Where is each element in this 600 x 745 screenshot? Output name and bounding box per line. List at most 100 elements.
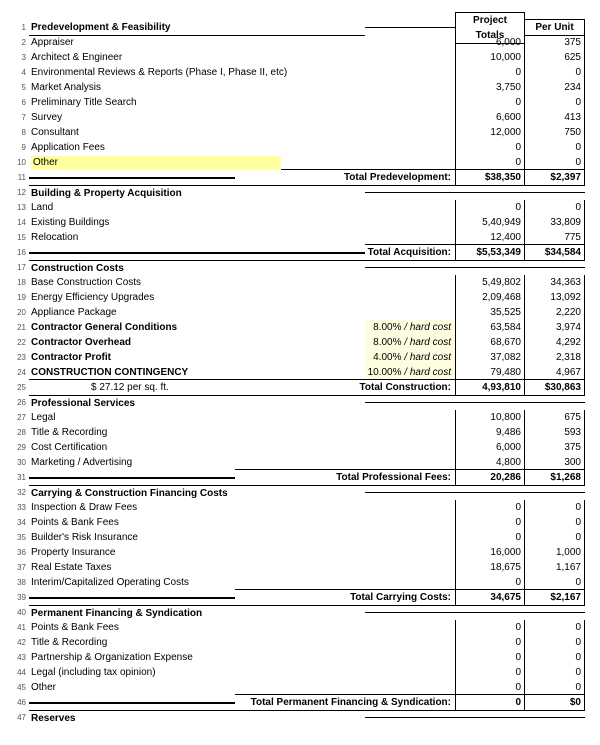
cell-perunit: 0 <box>525 65 585 80</box>
table-row: 8Consultant12,000750 <box>15 125 585 140</box>
cell-totals: 3,750 <box>455 80 525 95</box>
table-row: 37Real Estate Taxes18,6751,167 <box>15 560 585 575</box>
cell-perunit: 413 <box>525 110 585 125</box>
table-row: 28Title & Recording9,486593 <box>15 425 585 440</box>
cell-perunit: 2,220 <box>525 305 585 320</box>
table-row: 46Total Permanent Financing & Syndicatio… <box>15 695 585 710</box>
table-row: 15Relocation12,400775 <box>15 230 585 245</box>
cell-totals: 0 <box>455 155 525 170</box>
table-row: 20Appliance Package35,5252,220 <box>15 305 585 320</box>
cell-totals: 68,670 <box>455 335 525 350</box>
table-row: 40Permanent Financing & Syndication <box>15 605 585 620</box>
cell-totals: 16,000 <box>455 545 525 560</box>
cell-perunit: 1,000 <box>525 545 585 560</box>
total-value: $5,53,349 <box>455 244 525 261</box>
cell-perunit: 0 <box>525 95 585 110</box>
cell-perunit: 0 <box>525 500 585 515</box>
table-row: 24CONSTRUCTION CONTINGENCY10.00% / hard … <box>15 365 585 380</box>
total-perunit: $1,268 <box>525 469 585 486</box>
cell-totals: 0 <box>455 635 525 650</box>
budget-sheet: 1Predevelopment & FeasibilityProject Tot… <box>15 20 585 725</box>
table-row: 13Land00 <box>15 200 585 215</box>
table-row: 23Contractor Profit4.00% / hard cost37,0… <box>15 350 585 365</box>
table-row: 1Predevelopment & FeasibilityProject Tot… <box>15 20 585 35</box>
cell-perunit: 0 <box>525 680 585 695</box>
table-row: 6Preliminary Title Search00 <box>15 95 585 110</box>
table-row: 31Total Professional Fees:20,286$1,268 <box>15 470 585 485</box>
cell-totals: 2,09,468 <box>455 290 525 305</box>
cell-totals: 0 <box>455 650 525 665</box>
cell-totals: 6,600 <box>455 110 525 125</box>
section-header: Professional Services <box>31 398 135 409</box>
cell-totals: 6,000 <box>455 440 525 455</box>
total-value: 4,93,810 <box>455 379 525 396</box>
total-perunit: $34,584 <box>525 244 585 261</box>
cell-perunit: 675 <box>525 410 585 425</box>
cell-totals: 0 <box>455 140 525 155</box>
section-header: Carrying & Construction Financing Costs <box>31 488 228 499</box>
cell-totals: 79,480 <box>455 365 525 380</box>
cell-perunit: 0 <box>525 650 585 665</box>
cell-totals: 0 <box>455 530 525 545</box>
table-row: 21Contractor General Conditions8.00% / h… <box>15 320 585 335</box>
cell-totals: 5,49,802 <box>455 275 525 290</box>
table-row: 18Base Construction Costs5,49,80234,363 <box>15 275 585 290</box>
table-row: 41Points & Bank Fees00 <box>15 620 585 635</box>
total-label: Total Carrying Costs: <box>235 589 455 606</box>
table-row: 29Cost Certification6,000375 <box>15 440 585 455</box>
table-row: 42Title & Recording00 <box>15 635 585 650</box>
cell-perunit: 593 <box>525 425 585 440</box>
cell-perunit: 1,167 <box>525 560 585 575</box>
table-row: 45Other00 <box>15 680 585 695</box>
cell-totals: 0 <box>455 620 525 635</box>
table-row: 12Building & Property Acquisition <box>15 185 585 200</box>
cell-totals: 10,000 <box>455 50 525 65</box>
cell-perunit: 0 <box>525 200 585 215</box>
table-row: 10Other00 <box>15 155 585 170</box>
table-row: 2Appraiser6,000375 <box>15 35 585 50</box>
cell-totals: 0 <box>455 680 525 695</box>
cell-perunit: 0 <box>525 515 585 530</box>
cell-perunit: 34,363 <box>525 275 585 290</box>
total-perunit: $2,397 <box>525 169 585 186</box>
table-row: 43Partnership & Organization Expense00 <box>15 650 585 665</box>
table-row: 22Contractor Overhead8.00% / hard cost68… <box>15 335 585 350</box>
cell-perunit: 300 <box>525 455 585 470</box>
cell-perunit: 0 <box>525 575 585 590</box>
cell-totals: 0 <box>455 575 525 590</box>
cell-totals: 12,000 <box>455 125 525 140</box>
table-row: 9Application Fees00 <box>15 140 585 155</box>
cell-totals: 37,082 <box>455 350 525 365</box>
cell-perunit: 375 <box>525 35 585 50</box>
cell-perunit: 375 <box>525 440 585 455</box>
cell-perunit: 4,292 <box>525 335 585 350</box>
total-perunit: $2,167 <box>525 589 585 606</box>
cell-totals: 10,800 <box>455 410 525 425</box>
section-header: Reserves <box>31 713 75 724</box>
table-row: 47Reserves <box>15 710 585 725</box>
total-value: 20,286 <box>455 469 525 486</box>
table-row: 25$ 27.12 per sq. ft.Total Construction:… <box>15 380 585 395</box>
table-row: 17Construction Costs <box>15 260 585 275</box>
table-row: 14Existing Buildings5,40,94933,809 <box>15 215 585 230</box>
cell-totals: 4,800 <box>455 455 525 470</box>
table-row: 11Total Predevelopment:$38,350$2,397 <box>15 170 585 185</box>
table-row: 44Legal (including tax opinion)00 <box>15 665 585 680</box>
section-header: Construction Costs <box>31 263 124 274</box>
table-row: 3Architect & Engineer10,000625 <box>15 50 585 65</box>
total-value: $38,350 <box>455 169 525 186</box>
cell-perunit: 0 <box>525 155 585 170</box>
table-row: 32Carrying & Construction Financing Cost… <box>15 485 585 500</box>
cell-perunit: 0 <box>525 635 585 650</box>
table-row: 39Total Carrying Costs:34,675$2,167 <box>15 590 585 605</box>
total-label: Total Construction: <box>235 379 455 396</box>
cell-perunit: 234 <box>525 80 585 95</box>
cell-perunit: 0 <box>525 140 585 155</box>
section-header: Permanent Financing & Syndication <box>31 608 202 619</box>
table-row: 4Environmental Reviews & Reports (Phase … <box>15 65 585 80</box>
table-row: 5Market Analysis3,750234 <box>15 80 585 95</box>
cell-totals: 9,486 <box>455 425 525 440</box>
cell-totals: 0 <box>455 515 525 530</box>
cell-perunit: 0 <box>525 620 585 635</box>
cell-perunit: 750 <box>525 125 585 140</box>
